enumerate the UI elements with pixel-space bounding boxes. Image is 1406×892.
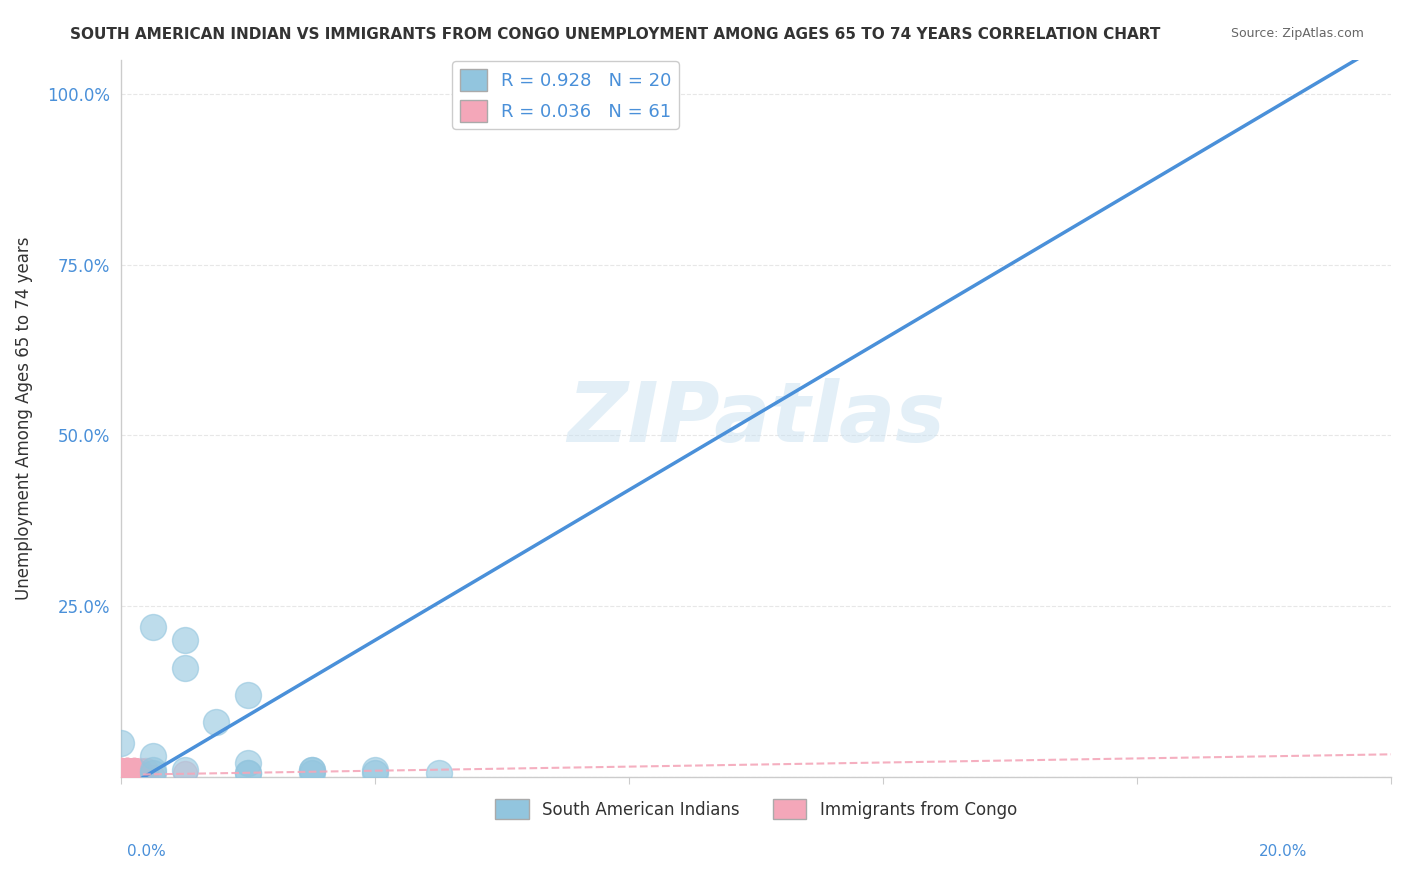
Y-axis label: Unemployment Among Ages 65 to 74 years: Unemployment Among Ages 65 to 74 years (15, 236, 32, 600)
Point (142, 763, 165, 777)
Point (301, 763, 323, 777)
Point (110, 766, 132, 780)
Point (110, 766, 132, 780)
Point (364, 766, 387, 780)
Point (129, 770, 152, 784)
Point (173, 766, 195, 780)
Point (117, 766, 139, 780)
Point (142, 619, 165, 633)
Point (117, 770, 139, 784)
Point (122, 766, 145, 780)
Point (110, 763, 132, 777)
Point (122, 763, 145, 777)
Point (173, 633, 195, 648)
Point (110, 763, 132, 777)
Point (122, 770, 145, 784)
Point (110, 770, 132, 784)
Text: 20.0%: 20.0% (1260, 845, 1308, 859)
Point (117, 766, 139, 780)
Text: 0.0%: 0.0% (127, 845, 166, 859)
Point (117, 770, 139, 784)
Point (129, 770, 152, 784)
Point (110, 770, 132, 784)
Point (110, 770, 132, 784)
Point (236, 766, 259, 780)
Point (142, 770, 165, 784)
Point (173, 660, 195, 674)
Point (117, 763, 139, 777)
Text: ZIPatlas: ZIPatlas (567, 377, 945, 458)
Point (205, 715, 228, 730)
Point (117, 770, 139, 784)
Point (117, 763, 139, 777)
Point (142, 749, 165, 764)
Text: SOUTH AMERICAN INDIAN VS IMMIGRANTS FROM CONGO UNEMPLOYMENT AMONG AGES 65 TO 74 : SOUTH AMERICAN INDIAN VS IMMIGRANTS FROM… (70, 27, 1161, 42)
Point (122, 763, 145, 777)
Point (364, 763, 387, 777)
Point (122, 770, 145, 784)
Point (142, 766, 165, 780)
Point (110, 763, 132, 777)
Point (117, 763, 139, 777)
Point (117, 766, 139, 780)
Point (236, 766, 259, 780)
Point (135, 770, 157, 784)
Point (110, 770, 132, 784)
Point (110, 766, 132, 780)
Point (122, 770, 145, 784)
Point (110, 766, 132, 780)
Point (122, 763, 145, 777)
Point (117, 766, 139, 780)
Point (129, 763, 152, 777)
Point (129, 766, 152, 780)
Point (110, 770, 132, 784)
Point (117, 770, 139, 784)
Point (117, 766, 139, 780)
Point (117, 766, 139, 780)
Point (117, 763, 139, 777)
Point (110, 770, 132, 784)
Point (117, 770, 139, 784)
Point (122, 763, 145, 777)
Point (110, 766, 132, 780)
Point (117, 766, 139, 780)
Point (117, 763, 139, 777)
Point (117, 766, 139, 780)
Point (236, 688, 259, 702)
Point (117, 766, 139, 780)
Point (122, 763, 145, 777)
Point (117, 770, 139, 784)
Point (122, 766, 145, 780)
Point (173, 763, 195, 777)
Point (236, 756, 259, 771)
Point (301, 763, 323, 777)
Point (122, 770, 145, 784)
Legend: South American Indians, Immigrants from Congo: South American Indians, Immigrants from … (488, 792, 1024, 826)
Point (117, 763, 139, 777)
Text: Source: ZipAtlas.com: Source: ZipAtlas.com (1230, 27, 1364, 40)
Point (110, 763, 132, 777)
Point (117, 770, 139, 784)
Point (301, 766, 323, 780)
Point (427, 766, 450, 780)
Point (135, 763, 157, 777)
Point (117, 766, 139, 780)
Point (122, 766, 145, 780)
Point (110, 766, 132, 780)
Point (122, 770, 145, 784)
Point (110, 736, 132, 750)
Point (117, 763, 139, 777)
